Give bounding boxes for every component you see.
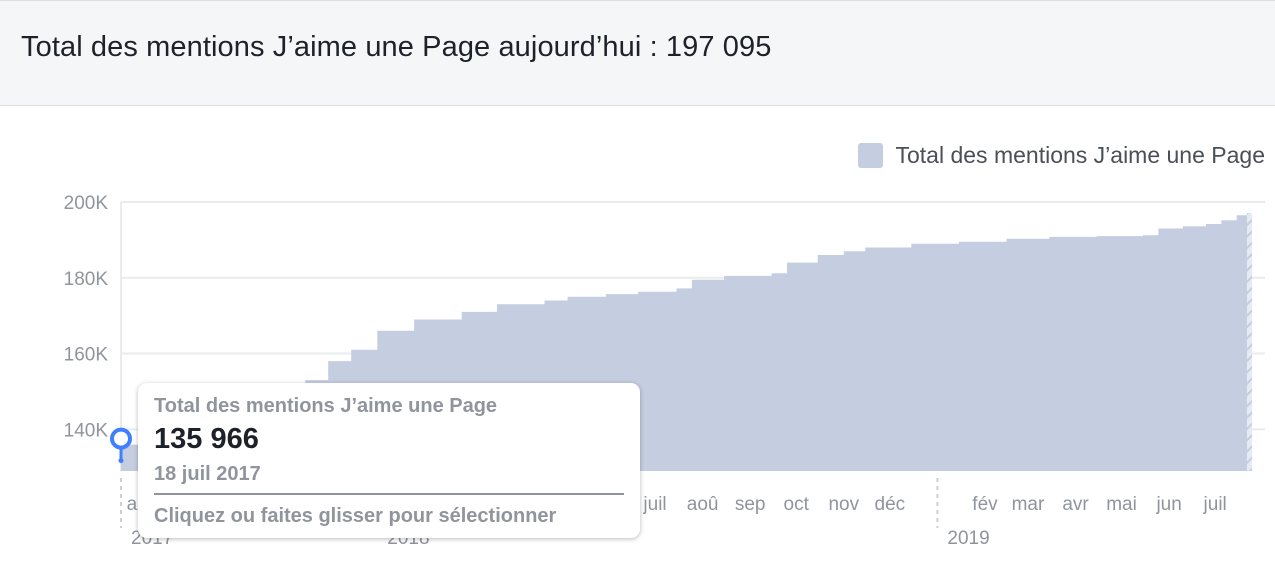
tooltip-divider — [154, 493, 624, 495]
tooltip-value: 135 966 — [154, 423, 259, 455]
partial-period-hatch — [1247, 213, 1252, 471]
x-tick-label: nov — [828, 494, 859, 515]
y-tick-label: 160K — [64, 345, 109, 366]
x-tick-label: avr — [1062, 494, 1089, 515]
x-tick-label: déc — [875, 494, 906, 515]
tooltip-date: 18 juil 2017 — [154, 463, 261, 485]
hover-marker[interactable] — [110, 427, 132, 464]
y-tick-label: 180K — [64, 269, 109, 290]
x-tick-label: oct — [784, 494, 810, 515]
x-tick-label: aoû — [687, 494, 719, 515]
x-tick-label: fév — [972, 494, 998, 515]
marker-point[interactable] — [110, 427, 132, 450]
tooltip-hint: Cliquez ou faites glisser pour sélection… — [154, 505, 557, 527]
y-tick-label: 200K — [64, 193, 109, 214]
x-tick-label: juil — [642, 494, 666, 515]
y-tick-label: 140K — [64, 420, 109, 441]
chart-legend[interactable]: Total des mentions J’aime une Page — [857, 142, 1266, 169]
y-axis: 140K 160K 180K 200K — [64, 193, 109, 441]
marker-base — [118, 458, 124, 464]
page-title: Total des mentions J’aime une Page aujou… — [21, 31, 772, 63]
year-label: 2019 — [947, 528, 989, 549]
x-tick-label: sep — [735, 494, 766, 515]
x-tick-label: mai — [1106, 494, 1137, 515]
tooltip-series-name: Total des mentions J’aime une Page — [154, 395, 498, 417]
x-tick-label: mar — [1012, 494, 1045, 515]
x-tick-label: juil — [1203, 494, 1227, 515]
chart-tooltip: Total des mentions J’aime une Page 135 9… — [138, 383, 640, 538]
legend-label: Total des mentions J’aime une Page — [895, 142, 1266, 168]
page-header: Total des mentions J’aime une Page aujou… — [0, 0, 1275, 106]
legend-swatch[interactable] — [857, 143, 883, 168]
x-tick-label: jun — [1155, 494, 1181, 515]
